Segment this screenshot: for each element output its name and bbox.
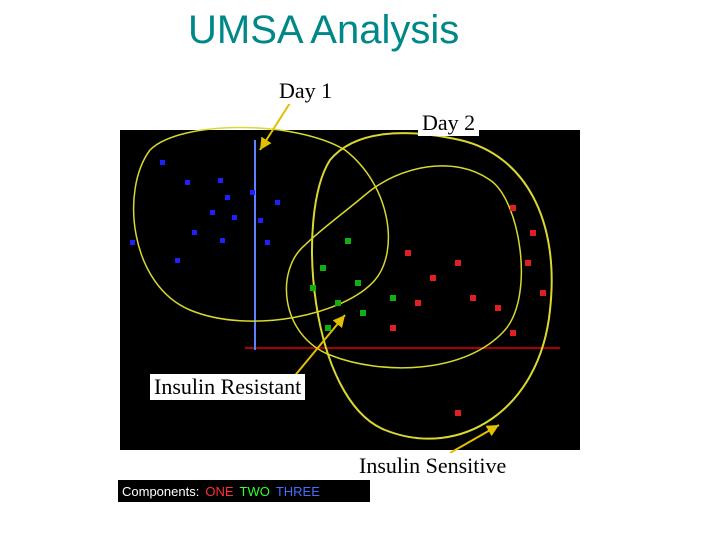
components-label: Components:: [122, 484, 199, 499]
point-green: [325, 325, 331, 331]
label-day2: Day 2: [418, 110, 479, 136]
point-blue: [275, 200, 280, 205]
day1-arrow: [260, 103, 290, 150]
component-one: ONE: [205, 484, 233, 499]
point-blue: [265, 240, 270, 245]
point-blue: [220, 238, 225, 243]
point-green: [390, 295, 396, 301]
point-blue: [258, 218, 263, 223]
point-green: [310, 285, 316, 291]
point-blue: [160, 160, 165, 165]
label-insulin-sensitive: Insulin Sensitive: [355, 453, 510, 479]
point-red: [455, 410, 461, 416]
point-blue: [232, 215, 237, 220]
point-blue: [130, 240, 135, 245]
point-green: [335, 300, 341, 306]
point-blue: [210, 210, 215, 215]
component-three: THREE: [276, 484, 320, 499]
component-two: TWO: [240, 484, 270, 499]
point-green: [360, 310, 366, 316]
day1-outline: [134, 128, 389, 322]
label-day1: Day 1: [275, 78, 336, 104]
day2-outline: [312, 133, 552, 439]
point-red: [510, 330, 516, 336]
point-red: [495, 305, 501, 311]
point-blue: [185, 180, 190, 185]
components-legend: Components: ONE TWO THREE: [118, 480, 370, 502]
point-blue: [218, 178, 223, 183]
point-red: [430, 275, 436, 281]
point-red: [510, 205, 516, 211]
point-red: [525, 260, 531, 266]
point-blue: [250, 190, 255, 195]
point-green: [355, 280, 361, 286]
point-blue: [225, 195, 230, 200]
point-red: [405, 250, 411, 256]
point-green: [320, 265, 326, 271]
point-blue: [192, 230, 197, 235]
label-insulin-resistant: Insulin Resistant: [150, 374, 305, 400]
point-red: [390, 325, 396, 331]
point-red: [470, 295, 476, 301]
point-red: [415, 300, 421, 306]
point-red: [455, 260, 461, 266]
point-blue: [175, 258, 180, 263]
point-green: [345, 238, 351, 244]
point-red: [530, 230, 536, 236]
point-red: [540, 290, 546, 296]
